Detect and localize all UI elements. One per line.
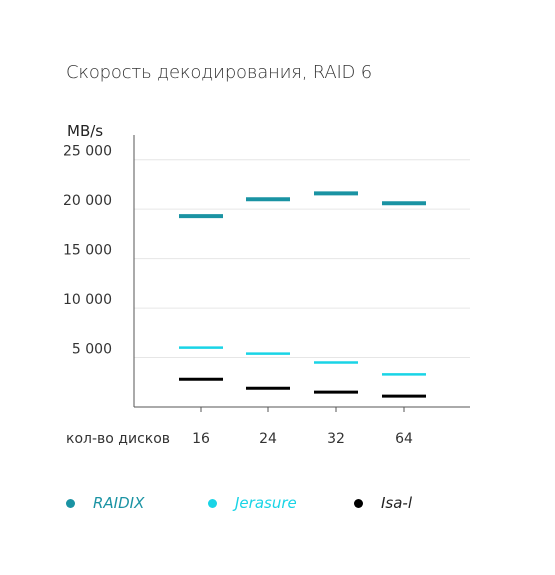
x-tick-label: 24: [259, 431, 277, 447]
x-tick-label: 16: [192, 431, 210, 447]
x-tick-label: 64: [395, 431, 413, 447]
chart-title: Скорость декодирования, RAID 6: [66, 62, 372, 83]
x-axis-label: кол-во дисков: [66, 431, 170, 447]
legend-item: RAIDIX: [66, 494, 144, 512]
y-tick-label: 25 000: [63, 144, 112, 160]
legend-label: RAIDIX: [93, 494, 145, 512]
legend-marker: [354, 498, 363, 508]
x-tick-label: 32: [327, 431, 345, 447]
legend-marker: [66, 498, 75, 508]
legend-marker: [208, 498, 217, 508]
legend-label: Jerasure: [235, 494, 297, 512]
legend-label: Isa-l: [381, 494, 413, 512]
y-tick-label: 5 000: [72, 342, 112, 358]
legend-item: Jerasure: [208, 494, 297, 512]
y-tick-label: 10 000: [63, 292, 112, 308]
y-axis-label: MB/s: [67, 122, 103, 140]
y-tick-label: 20 000: [63, 193, 112, 209]
y-tick-label: 15 000: [63, 243, 112, 259]
legend-item: Isa-l: [354, 494, 412, 512]
